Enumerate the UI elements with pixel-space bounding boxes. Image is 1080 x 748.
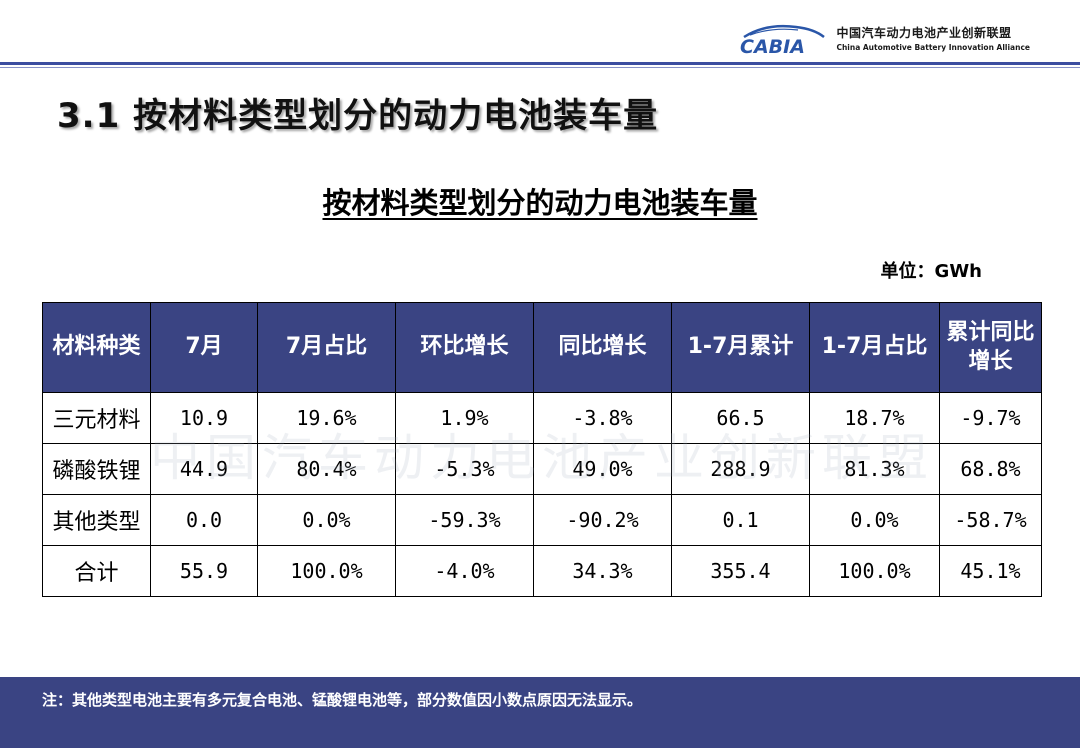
table-cell: 10.9 <box>150 392 258 444</box>
header-ytd-share: 1-7月占比 <box>809 302 940 393</box>
footer-bar: 注：其他类型电池主要有多元复合电池、锰酸锂电池等，部分数值因小数点原因无法显示。 <box>0 677 1080 748</box>
table-header-row: 材料种类 7月 7月占比 环比增长 同比增长 1-7月累计 1-7月占比 累计同… <box>42 302 1042 393</box>
table-cell: 0.0 <box>150 494 258 546</box>
table-row-total: 合计 55.9 100.0% -4.0% 34.3% 355.4 100.0% … <box>42 545 1042 597</box>
table-cell: 355.4 <box>671 545 810 597</box>
row-label: 其他类型 <box>42 494 151 546</box>
table-row: 磷酸铁锂 44.9 80.4% -5.3% 49.0% 288.9 81.3% … <box>42 443 1042 495</box>
table-title-wrap: 按材料类型划分的动力电池装车量 <box>0 180 1080 222</box>
table-cell: 18.7% <box>809 392 940 444</box>
table-cell: 34.3% <box>533 545 672 597</box>
battery-volume-table: 材料种类 7月 7月占比 环比增长 同比增长 1-7月累计 1-7月占比 累计同… <box>42 302 1042 597</box>
header-mom-growth: 环比增长 <box>395 302 534 393</box>
table-cell: 55.9 <box>150 545 258 597</box>
table-cell: 45.1% <box>939 545 1042 597</box>
table-cell: 19.6% <box>257 392 396 444</box>
cabia-logo-icon: CABIA <box>736 21 826 58</box>
logo-chinese-name: 中国汽车动力电池产业创新联盟 <box>836 26 1012 40</box>
table-cell: 100.0% <box>809 545 940 597</box>
footer-note: 注：其他类型电池主要有多元复合电池、锰酸锂电池等，部分数值因小数点原因无法显示。 <box>42 691 643 709</box>
table-cell: 81.3% <box>809 443 940 495</box>
brand-logo: CABIA 中国汽车动力电池产业创新联盟 China Automotive Ba… <box>736 18 1030 58</box>
table-cell: -58.7% <box>939 494 1042 546</box>
logo-english-name: China Automotive Battery Innovation Alli… <box>836 43 1030 52</box>
table-cell: 100.0% <box>257 545 396 597</box>
table-row: 其他类型 0.0 0.0% -59.3% -90.2% 0.1 0.0% -58… <box>42 494 1042 546</box>
table-cell: 0.0% <box>257 494 396 546</box>
unit-label: 单位：GWh <box>880 261 982 282</box>
header-july-share: 7月占比 <box>257 302 396 393</box>
header-divider <box>0 62 1080 65</box>
slide-title: 3.1 按材料类型划分的动力电池装车量 <box>57 96 659 136</box>
header-material-type: 材料种类 <box>42 302 151 393</box>
table-cell: 0.0% <box>809 494 940 546</box>
table-cell: 0.1 <box>671 494 810 546</box>
table-cell: -5.3% <box>395 443 534 495</box>
table-title: 按材料类型划分的动力电池装车量 <box>322 186 758 220</box>
row-label: 三元材料 <box>42 392 151 444</box>
row-label: 合计 <box>42 545 151 597</box>
table-cell: 80.4% <box>257 443 396 495</box>
table-cell: 288.9 <box>671 443 810 495</box>
header-ytd-yoy: 累计同比增长 <box>939 302 1042 393</box>
header-yoy-growth: 同比增长 <box>533 302 672 393</box>
table-cell: -59.3% <box>395 494 534 546</box>
table-cell: 68.8% <box>939 443 1042 495</box>
table-cell: -4.0% <box>395 545 534 597</box>
header-divider-thin <box>0 67 1080 68</box>
header-ytd-total: 1-7月累计 <box>671 302 810 393</box>
table-cell: -90.2% <box>533 494 672 546</box>
row-label: 磷酸铁锂 <box>42 443 151 495</box>
logo-mark-text: CABIA <box>740 36 805 55</box>
watermark: 中国汽车动力电池产业创新联盟 <box>150 429 934 487</box>
header-july: 7月 <box>150 302 258 393</box>
